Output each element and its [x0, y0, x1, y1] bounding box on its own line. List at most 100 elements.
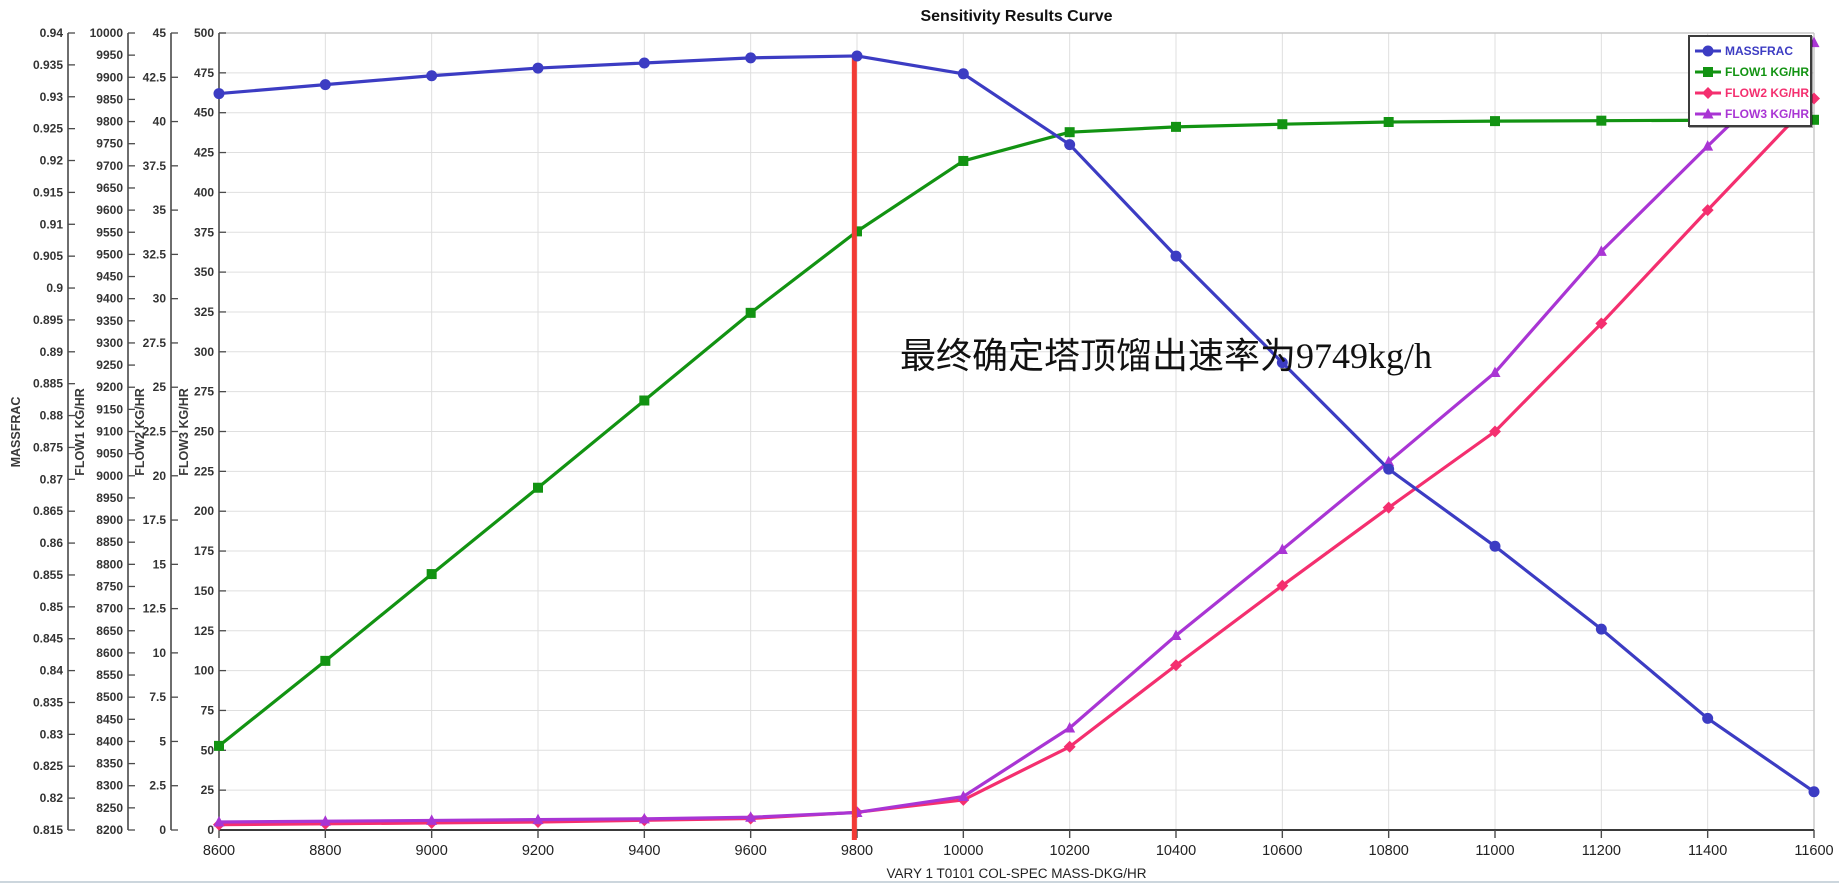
y-tick-label: 0.91	[40, 217, 64, 231]
y-tick-label: 8500	[96, 690, 123, 704]
y-tick-label: 0.925	[33, 122, 63, 136]
y-tick-label: 9650	[96, 181, 123, 195]
y-tick-label: 9950	[96, 48, 123, 62]
y-tick-label: 37.5	[143, 159, 167, 173]
x-tick-label: 8600	[203, 843, 235, 859]
y-tick-label: 9850	[96, 92, 123, 106]
y-tick-label: 75	[201, 703, 215, 717]
square-marker-icon	[1695, 66, 1721, 77]
y-tick-label: 0.915	[33, 185, 63, 199]
y-tick-label: 250	[194, 425, 214, 439]
y-tick-label: 0.815	[33, 823, 63, 837]
y-tick-label: 8800	[96, 557, 123, 571]
y-tick-label: 0.88	[40, 409, 64, 423]
legend-label: FLOW2 KG/HR	[1725, 85, 1809, 100]
y-tick-label: 17.5	[143, 513, 167, 527]
x-tick-label: 9000	[416, 843, 448, 859]
y-tick-label: 12.5	[143, 602, 167, 616]
y-tick-label: 0.92	[40, 154, 64, 168]
y-tick-label: 45	[153, 26, 167, 40]
y-axis-flow3: 0 25 50 75 100 125 150 175 200 225 250 275 300 325 350…	[194, 26, 226, 837]
legend-label: FLOW3 KG/HR	[1725, 106, 1809, 121]
y-tick-label: 9500	[96, 247, 123, 261]
window-bottom-edge	[0, 881, 1839, 883]
legend-item-massfrac: MASSFRAC	[1690, 40, 1810, 61]
y-tick-label: 175	[194, 544, 214, 558]
y-tick-label: 9150	[96, 402, 123, 416]
legend-label: FLOW1 KG/HR	[1725, 64, 1809, 79]
y-axis-flow1: 8200 8250 8300 8350 8400 8450 8500 8550 8600 8650…	[90, 26, 135, 837]
y-tick-label: 9900	[96, 70, 123, 84]
y-tick-label: 0.895	[33, 313, 63, 327]
series-flow3	[213, 36, 1820, 827]
y-tick-label: 300	[194, 345, 214, 359]
y-tick-label: 150	[194, 584, 214, 598]
y-tick-label: 0.94	[40, 26, 64, 40]
x-tick-label: 9800	[841, 843, 873, 859]
series-flow2	[213, 92, 1820, 831]
y-tick-label: 9000	[96, 469, 123, 483]
circle-marker-icon	[1695, 45, 1721, 56]
x-tick-label: 11600	[1794, 843, 1833, 859]
y-tick-label: 35	[153, 203, 167, 217]
y-tick-label: 9250	[96, 358, 123, 372]
y-tick-label: 10000	[90, 26, 124, 40]
legend: MASSFRAC FLOW1 KG/HR FLOW2 KG/HR FLOW3 KG/H…	[1688, 35, 1812, 127]
annotation-text: 最终确定塔顶馏出速率为9749kg/h	[900, 336, 1433, 376]
y-tick-label: 225	[194, 464, 214, 478]
gridlines	[219, 32, 1815, 830]
y-tick-label: 50	[201, 743, 215, 757]
y-tick-label: 0.825	[33, 759, 63, 773]
y-tick-label: 5	[159, 734, 166, 748]
x-tick-label: 9200	[522, 843, 554, 859]
y-tick-label: 20	[153, 469, 167, 483]
x-tick-label: 10400	[1156, 843, 1196, 859]
y-tick-label: 8600	[96, 646, 123, 660]
y-tick-label: 9550	[96, 225, 123, 239]
y-tick-label: 0	[207, 823, 214, 837]
y-tick-label: 9300	[96, 336, 123, 350]
y-tick-label: 40	[153, 115, 167, 129]
y-tick-label: 0.875	[33, 440, 63, 454]
legend-label: MASSFRAC	[1725, 43, 1793, 58]
y-tick-label: 9200	[96, 380, 123, 394]
x-tick-label: 10200	[1050, 843, 1090, 859]
y-tick-label: 27.5	[143, 336, 167, 350]
y-tick-label: 9350	[96, 314, 123, 328]
x-tick-label: 9400	[628, 843, 660, 859]
x-tick-label: 11200	[1582, 843, 1621, 859]
y-tick-label: 425	[194, 146, 214, 160]
y-tick-label: 0.84	[40, 664, 64, 678]
diamond-marker-icon	[1695, 86, 1721, 99]
y-tick-label: 8700	[96, 602, 123, 616]
y-tick-label: 32.5	[143, 247, 167, 261]
y-tick-label: 8900	[96, 513, 123, 527]
x-tick-label: 10000	[943, 843, 983, 859]
y-tick-label: 0.9	[46, 281, 63, 295]
y-tick-label: 500	[194, 26, 214, 40]
y-tick-label: 9400	[96, 292, 123, 306]
y-tick-label: 0.87	[40, 472, 64, 486]
x-tick-label: 10800	[1369, 843, 1409, 859]
y-tick-label: 8950	[96, 491, 123, 505]
y-tick-label: 350	[194, 265, 214, 279]
y-tick-label: 275	[194, 385, 214, 399]
y-tick-label: 0.835	[33, 695, 63, 709]
y-tick-label: 0.85	[40, 600, 64, 614]
y-tick-label: 0.89	[40, 345, 64, 359]
y-tick-label: 8250	[96, 801, 123, 815]
x-tick-label: 11000	[1475, 843, 1514, 859]
y-tick-label: 400	[194, 185, 214, 199]
legend-item-flow3: FLOW3 KG/HR	[1690, 103, 1810, 124]
y-tick-label: 25	[153, 380, 167, 394]
x-axis: 8600 8800 9000 9200 9400 9600 9800 10000 10200 10…	[203, 829, 1834, 859]
y-tick-label: 2.5	[149, 779, 166, 793]
x-tick-label: 11400	[1688, 843, 1727, 859]
y-tick-label: 200	[194, 504, 214, 518]
y-tick-label: 7.5	[149, 690, 166, 704]
y-tick-label: 8850	[96, 535, 123, 549]
y-tick-label: 8400	[96, 734, 123, 748]
y-tick-label: 8300	[96, 779, 123, 793]
